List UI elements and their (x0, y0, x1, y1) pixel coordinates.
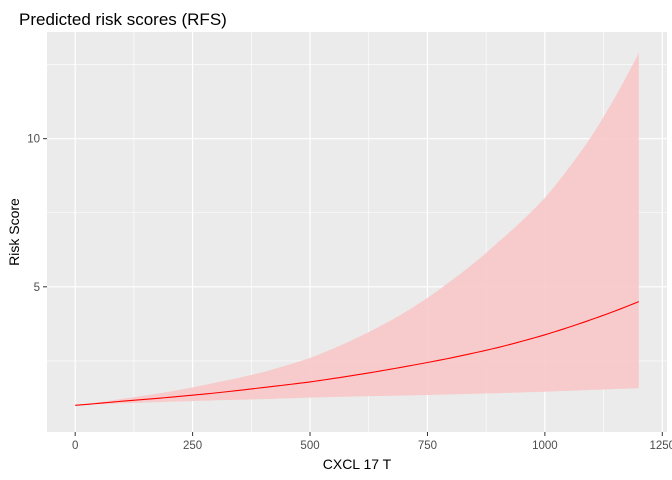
confidence-band-layer (75, 52, 639, 406)
y-tick-label: 10 (27, 134, 40, 146)
x-tick-label: 500 (300, 440, 319, 452)
risk-line-layer (75, 301, 640, 406)
x-tick-label: 750 (418, 440, 437, 452)
confidence-band (75, 52, 639, 406)
y-axis-title: Risk Score (6, 198, 22, 266)
chart-title: Predicted risk scores (RFS) (19, 10, 227, 29)
x-tick-label: 1000 (532, 440, 558, 452)
x-axis-title: CXCL 17 T (323, 456, 392, 472)
x-tick-label: 0 (72, 440, 78, 452)
y-tick-label: 5 (34, 282, 40, 294)
axis-ticks: 0 250 500 750 1000 1250 5 10 (27, 134, 672, 452)
x-tick-label: 250 (183, 440, 202, 452)
x-tick-label: 1250 (650, 440, 672, 452)
